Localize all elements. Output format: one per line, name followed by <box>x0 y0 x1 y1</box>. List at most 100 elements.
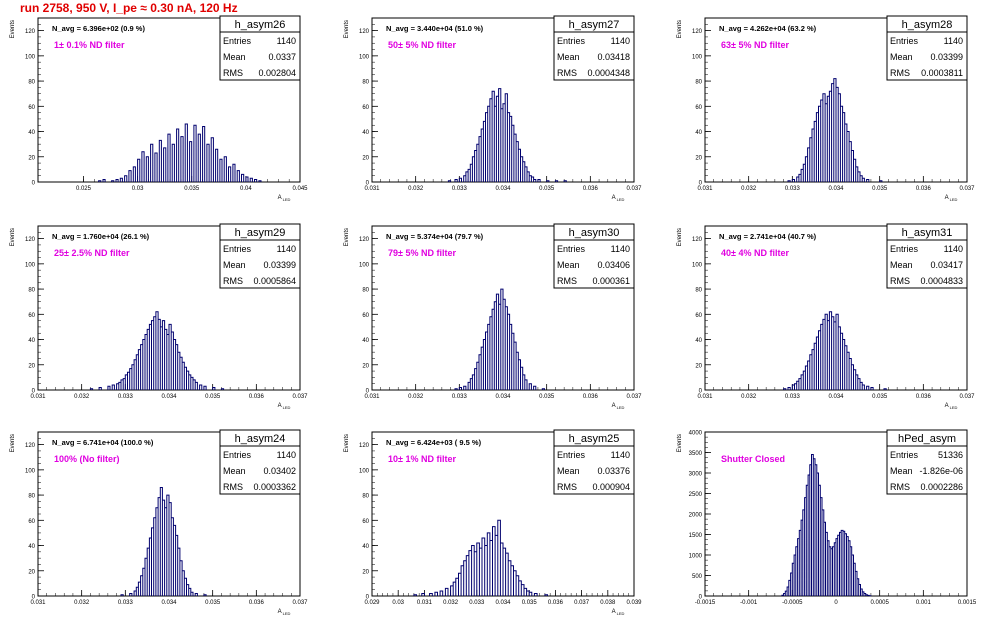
filter-note: 63± 5% ND filter <box>721 40 789 50</box>
x-tick-label: 0.035 <box>539 186 555 192</box>
stats-rms-label: RMS <box>223 482 243 492</box>
x-tick-label: 0.045 <box>292 186 308 192</box>
stats-entries-value: 1140 <box>944 36 963 46</box>
stats-rms-label: RMS <box>557 68 577 78</box>
x-tick-label: 0.034 <box>161 394 177 400</box>
stats-rms-value: 0.0002286 <box>920 482 963 492</box>
x-tick-label: 0.033 <box>785 394 801 400</box>
x-tick-label: 0.032 <box>741 186 757 192</box>
x-tick-label: 0.032 <box>74 394 90 400</box>
x-tick-label: 0.034 <box>828 394 844 400</box>
stats-rms-label: RMS <box>557 276 577 286</box>
stats-mean-value: -1.826e-06 <box>919 466 963 476</box>
y-axis-label: Events <box>677 20 683 38</box>
histogram-line <box>783 311 887 390</box>
histogram-pad-h_asym27: 0 20 40 60 80 100 120 0.031 0.032 0.033 0.034 0.035… <box>344 15 642 202</box>
stats-mean-value: 0.03417 <box>930 260 963 270</box>
y-tick-label: 20 <box>28 155 35 161</box>
stats-entries-value: 1140 <box>611 450 630 460</box>
x-tick-label: -0.001 <box>740 600 758 606</box>
filter-note: 40± 4% ND filter <box>721 248 789 258</box>
stats-rms-value: 0.000361 <box>592 276 630 286</box>
x-tick-label: 0.033 <box>785 186 801 192</box>
stats-title: h_asym25 <box>569 433 620 445</box>
y-tick-label: 80 <box>362 494 369 500</box>
y-tick-label: 20 <box>695 155 702 161</box>
histogram-line <box>89 311 225 390</box>
x-tick-label: 0.032 <box>741 394 757 400</box>
stats-rms-label: RMS <box>890 482 910 492</box>
filter-note: 79± 5% ND filter <box>388 248 456 258</box>
y-tick-label: 60 <box>362 105 369 111</box>
x-tick-label: 0.033 <box>469 600 485 606</box>
stats-mean-label: Mean <box>557 52 580 62</box>
x-tick-label: 0.029 <box>364 600 380 606</box>
y-tick-label: 100 <box>692 54 703 60</box>
x-tick-label: 0.038 <box>600 600 616 606</box>
histogram-pad-h_asym28: 0 20 40 60 80 100 120 0.031 0.032 0.033 0.034 0.035… <box>677 15 975 202</box>
y-tick-label: 0 <box>366 595 370 601</box>
x-tick-label: 0.033 <box>452 186 468 192</box>
x-tick-label: 0.033 <box>118 600 134 606</box>
y-tick-label: 0 <box>366 181 370 187</box>
stats-entries-label: Entries <box>223 450 252 460</box>
histogram-line <box>447 88 567 182</box>
y-tick-label: 1500 <box>689 533 703 539</box>
histogram-line <box>781 454 872 597</box>
x-tick-label: 0.034 <box>495 394 511 400</box>
x-axis-label: ALED <box>612 403 625 410</box>
y-tick-label: 80 <box>362 288 369 294</box>
stats-rms-value: 0.0005864 <box>253 276 296 286</box>
histogram-line <box>454 288 545 390</box>
stats-rms-value: 0.0004348 <box>587 68 630 78</box>
histogram-line <box>787 78 883 182</box>
stats-mean-value: 0.03399 <box>930 52 963 62</box>
x-tick-label: 0.03 <box>132 186 144 192</box>
x-tick-label: 0.034 <box>161 600 177 606</box>
y-tick-label: 40 <box>362 544 369 550</box>
x-tick-label: -0.0005 <box>782 600 803 606</box>
stats-title: h_asym30 <box>569 227 620 239</box>
stats-rms-label: RMS <box>223 276 243 286</box>
stats-rms-value: 0.000904 <box>592 482 630 492</box>
stats-rms-label: RMS <box>890 276 910 286</box>
y-tick-label: 80 <box>28 80 35 86</box>
stats-title: h_asym28 <box>902 19 953 31</box>
x-axis-label: ALED <box>612 609 625 616</box>
y-tick-label: 60 <box>28 105 35 111</box>
x-tick-label: 0.031 <box>417 600 433 606</box>
y-tick-label: 120 <box>25 443 36 449</box>
y-tick-label: 80 <box>28 288 35 294</box>
x-tick-label: 0.035 <box>184 186 200 192</box>
y-tick-label: 20 <box>362 155 369 161</box>
y-axis-label: Events <box>677 228 683 246</box>
x-tick-label: 0.036 <box>916 394 932 400</box>
x-tick-label: 0.032 <box>408 186 424 192</box>
stats-mean-label: Mean <box>890 260 913 270</box>
y-tick-label: 2500 <box>689 492 703 498</box>
x-tick-label: 0.031 <box>30 394 46 400</box>
x-axis-label: ALED <box>945 195 958 202</box>
y-tick-label: 120 <box>25 237 36 243</box>
x-tick-label: 0.037 <box>959 394 975 400</box>
stats-entries-value: 1140 <box>277 450 296 460</box>
histogram-pad-hPed_asym: 0 500 1000 1500 2000 2500 3000 3500 4000 -0.0015 -… <box>677 429 977 606</box>
y-tick-label: 100 <box>25 468 36 474</box>
stats-box <box>886 429 968 495</box>
filter-note: 25± 2.5% ND filter <box>54 248 130 258</box>
x-tick-label: 0.033 <box>452 394 468 400</box>
stats-mean-value: 0.03376 <box>597 466 630 476</box>
y-tick-label: 60 <box>362 313 369 319</box>
y-tick-label: 120 <box>359 237 370 243</box>
y-tick-label: 60 <box>28 519 35 525</box>
x-axis-label: ALED <box>945 403 958 410</box>
y-axis-label: Events <box>677 434 683 452</box>
stats-box <box>219 429 301 495</box>
stats-rms-value: 0.0004833 <box>920 276 963 286</box>
y-tick-label: 120 <box>692 29 703 35</box>
x-tick-label: 0.039 <box>626 600 642 606</box>
y-tick-label: 80 <box>362 80 369 86</box>
y-axis-label: Events <box>10 20 16 38</box>
histogram-line <box>120 487 207 596</box>
